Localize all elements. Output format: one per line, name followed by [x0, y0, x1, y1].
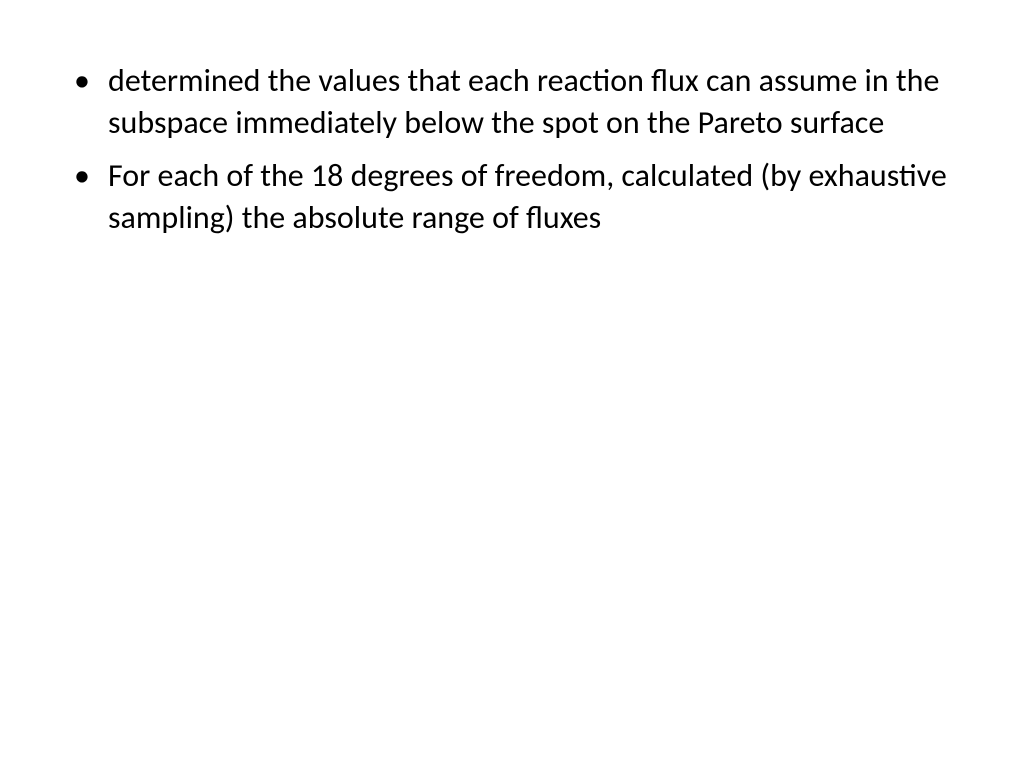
bullet-list: determined the values that each reaction…	[60, 60, 954, 238]
bullet-text: determined the values that each reaction…	[108, 61, 939, 142]
bullet-item: For each of the 18 degrees of freedom, c…	[60, 155, 954, 238]
bullet-item: determined the values that each reaction…	[60, 60, 954, 143]
bullet-text: For each of the 18 degrees of freedom, c…	[108, 156, 947, 237]
